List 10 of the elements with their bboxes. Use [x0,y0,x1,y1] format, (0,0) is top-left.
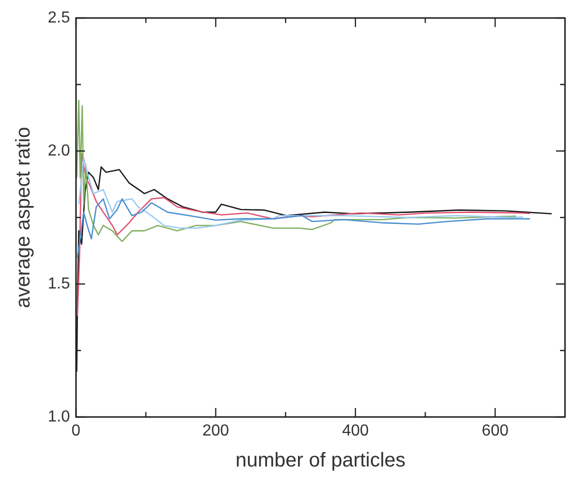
x-axis-title: number of particles [235,450,406,472]
y-tick-label: 1.0 [48,408,70,426]
x-tick-label: 600 [482,422,509,440]
y-tick-label: 2.0 [48,142,70,160]
y-axis-title: average aspect ratio [12,126,35,308]
x-tick-label: 400 [342,422,369,440]
y-tick-label: 1.5 [48,275,70,292]
y-tick-label: 2.5 [48,9,70,26]
x-tick-label: 200 [202,422,230,440]
x-tick-label: 0 [72,422,81,440]
